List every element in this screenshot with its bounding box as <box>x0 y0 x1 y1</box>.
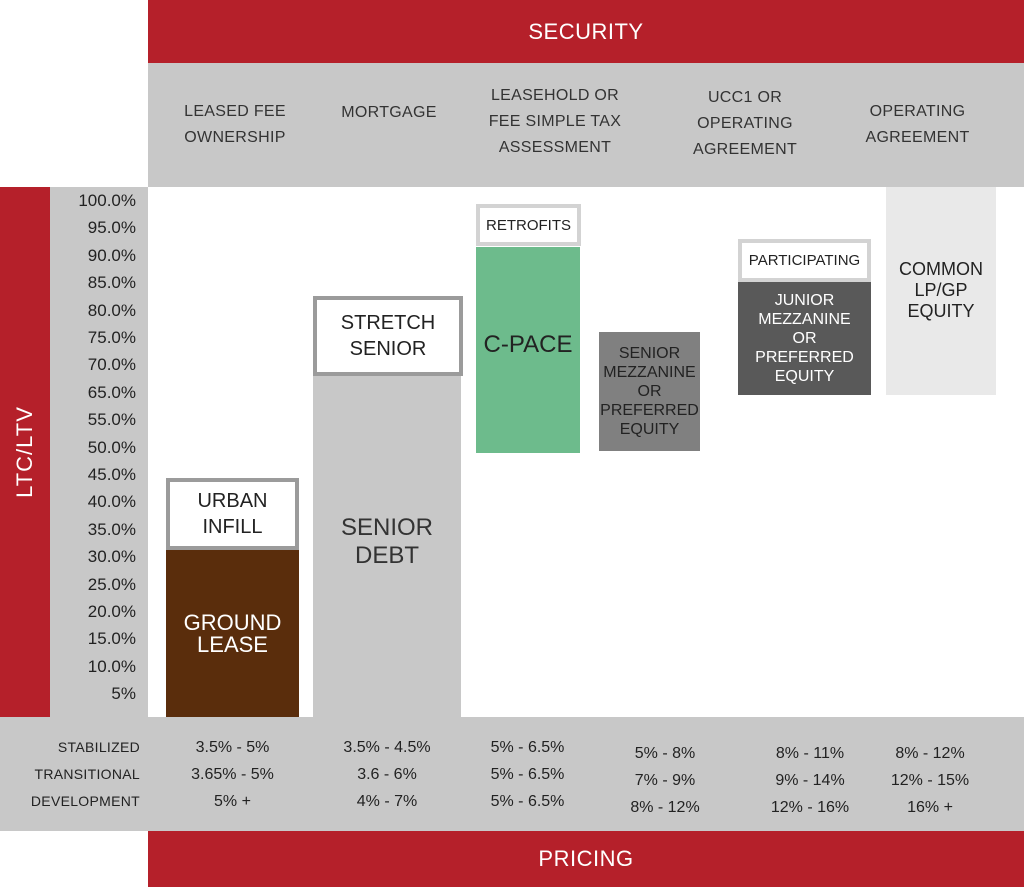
y-tick-label: 45.0% <box>87 465 136 484</box>
pricing-cell: 12% - 15% <box>890 772 970 789</box>
pricing-column: 5% - 6.5% 5% - 6.5% 5% - 6.5% <box>470 734 585 815</box>
header-leasehold: LEASEHOLD OR FEE SIMPLE TAX ASSESSMENT <box>488 87 622 156</box>
pricing-banner: PRICING <box>148 831 1024 887</box>
y-tick-label: 40.0% <box>87 492 136 512</box>
pricing-column: 8% - 12% 12% - 15% 16% + <box>880 740 980 821</box>
y-tick-label: 50.0% <box>87 437 136 457</box>
y-tick-label: 5% <box>111 684 136 704</box>
pricing-cell: 3.65% - 5% <box>191 766 274 783</box>
ltc-ltv-bar <box>0 187 50 717</box>
header-leased-fee: LEASED FEE OWNERSHIP <box>184 103 286 146</box>
y-tick-label: 85.0% <box>87 273 136 293</box>
y-tick-label: 10.0% <box>87 656 136 676</box>
y-tick-label: 95.0% <box>87 218 136 238</box>
pricing-column: 3.5% - 5% 3.65% - 5% 5% + <box>165 734 300 815</box>
pricing-column: 3.5% - 4.5% 3.6 - 6% 4% - 7% <box>313 734 461 815</box>
junior-mezzanine-block: JUNIOR MEZZANINE OR PREFERRED EQUITY <box>738 282 871 395</box>
security-header-band <box>148 63 1024 187</box>
y-tick-label: 75.0% <box>87 328 136 347</box>
row-label-stabilized: STABILIZED <box>57 739 140 755</box>
header-ucc1: UCC1 OR OPERATING AGREEMENT <box>692 89 798 158</box>
pricing-cell: 8% - 12% <box>630 799 700 816</box>
y-tick-label: 65.0% <box>87 382 136 402</box>
y-tick-label: 55.0% <box>87 410 136 430</box>
y-tick-label: 20.0% <box>87 602 136 621</box>
pricing-cell: 5% - 6.5% <box>490 793 565 810</box>
c-pace-block: C-PACE <box>476 247 580 453</box>
y-tick-label: 100.0% <box>78 191 136 210</box>
senior-mezzanine-block: SENIOR MEZZANINE OR PREFERRED EQUITY <box>599 332 700 451</box>
senior-debt-block: SENIOR DEBT <box>313 376 461 717</box>
security-title: SECURITY <box>528 18 644 44</box>
pricing-title: PRICING <box>538 846 634 871</box>
ltc-ltv-label-wrap: LTC/LTV <box>0 187 50 717</box>
header-mortgage: MORTGAGE <box>341 104 437 121</box>
pricing-cell: 5% - 8% <box>634 745 696 762</box>
pricing-cell: 8% - 11% <box>775 745 845 762</box>
stretch-senior-block: STRETCH SENIOR <box>313 296 463 376</box>
pricing-cell: 3.5% - 5% <box>195 739 270 756</box>
security-banner: SECURITY <box>148 0 1024 63</box>
y-tick-label: 80.0% <box>87 300 136 320</box>
common-equity-block: COMMON LP/GP EQUITY <box>886 187 996 395</box>
pricing-cell: 7% - 9% <box>634 772 696 789</box>
retrofits-block: RETROFITS <box>476 204 581 246</box>
pricing-cell: 5% - 6.5% <box>490 766 565 783</box>
y-tick-label: 25.0% <box>87 574 136 594</box>
y-tick-label: 70.0% <box>87 355 136 375</box>
pricing-cell: 3.5% - 4.5% <box>343 739 431 756</box>
pricing-cell: 5% - 6.5% <box>490 739 565 756</box>
header-operating: OPERATING AGREEMENT <box>865 103 970 146</box>
row-label-development: DEVELOPMENT <box>30 793 140 809</box>
y-tick-label: 30.0% <box>87 547 136 567</box>
pricing-row-labels: STABILIZED TRANSITIONAL DEVELOPMENT <box>0 734 140 815</box>
pricing-cell: 16% + <box>907 799 953 816</box>
y-tick-label: 15.0% <box>87 629 136 649</box>
pricing-column: 8% - 11% 9% - 14% 12% - 16% <box>740 740 880 821</box>
y-axis-band <box>50 187 148 717</box>
pricing-cell: 9% - 14% <box>775 772 845 789</box>
y-tick-label: 35.0% <box>87 519 136 539</box>
urban-infill-block: URBAN INFILL <box>166 478 299 550</box>
pricing-column: 5% - 8% 7% - 9% 8% - 12% <box>600 740 730 821</box>
pricing-cell: 3.6 - 6% <box>357 766 417 783</box>
pricing-band <box>0 717 1024 831</box>
pricing-cell: 8% - 12% <box>895 745 965 762</box>
pricing-cell: 5% + <box>214 793 251 810</box>
ground-lease-block: GROUND LEASE <box>166 550 299 717</box>
participating-block: PARTICIPATING <box>738 239 871 282</box>
pricing-cell: 12% - 16% <box>770 799 850 816</box>
pricing-cell: 4% - 7% <box>356 793 418 810</box>
ltc-ltv-label: LTC/LTV <box>12 406 38 498</box>
row-label-transitional: TRANSITIONAL <box>34 766 140 782</box>
y-tick-label: 90.0% <box>87 245 136 265</box>
